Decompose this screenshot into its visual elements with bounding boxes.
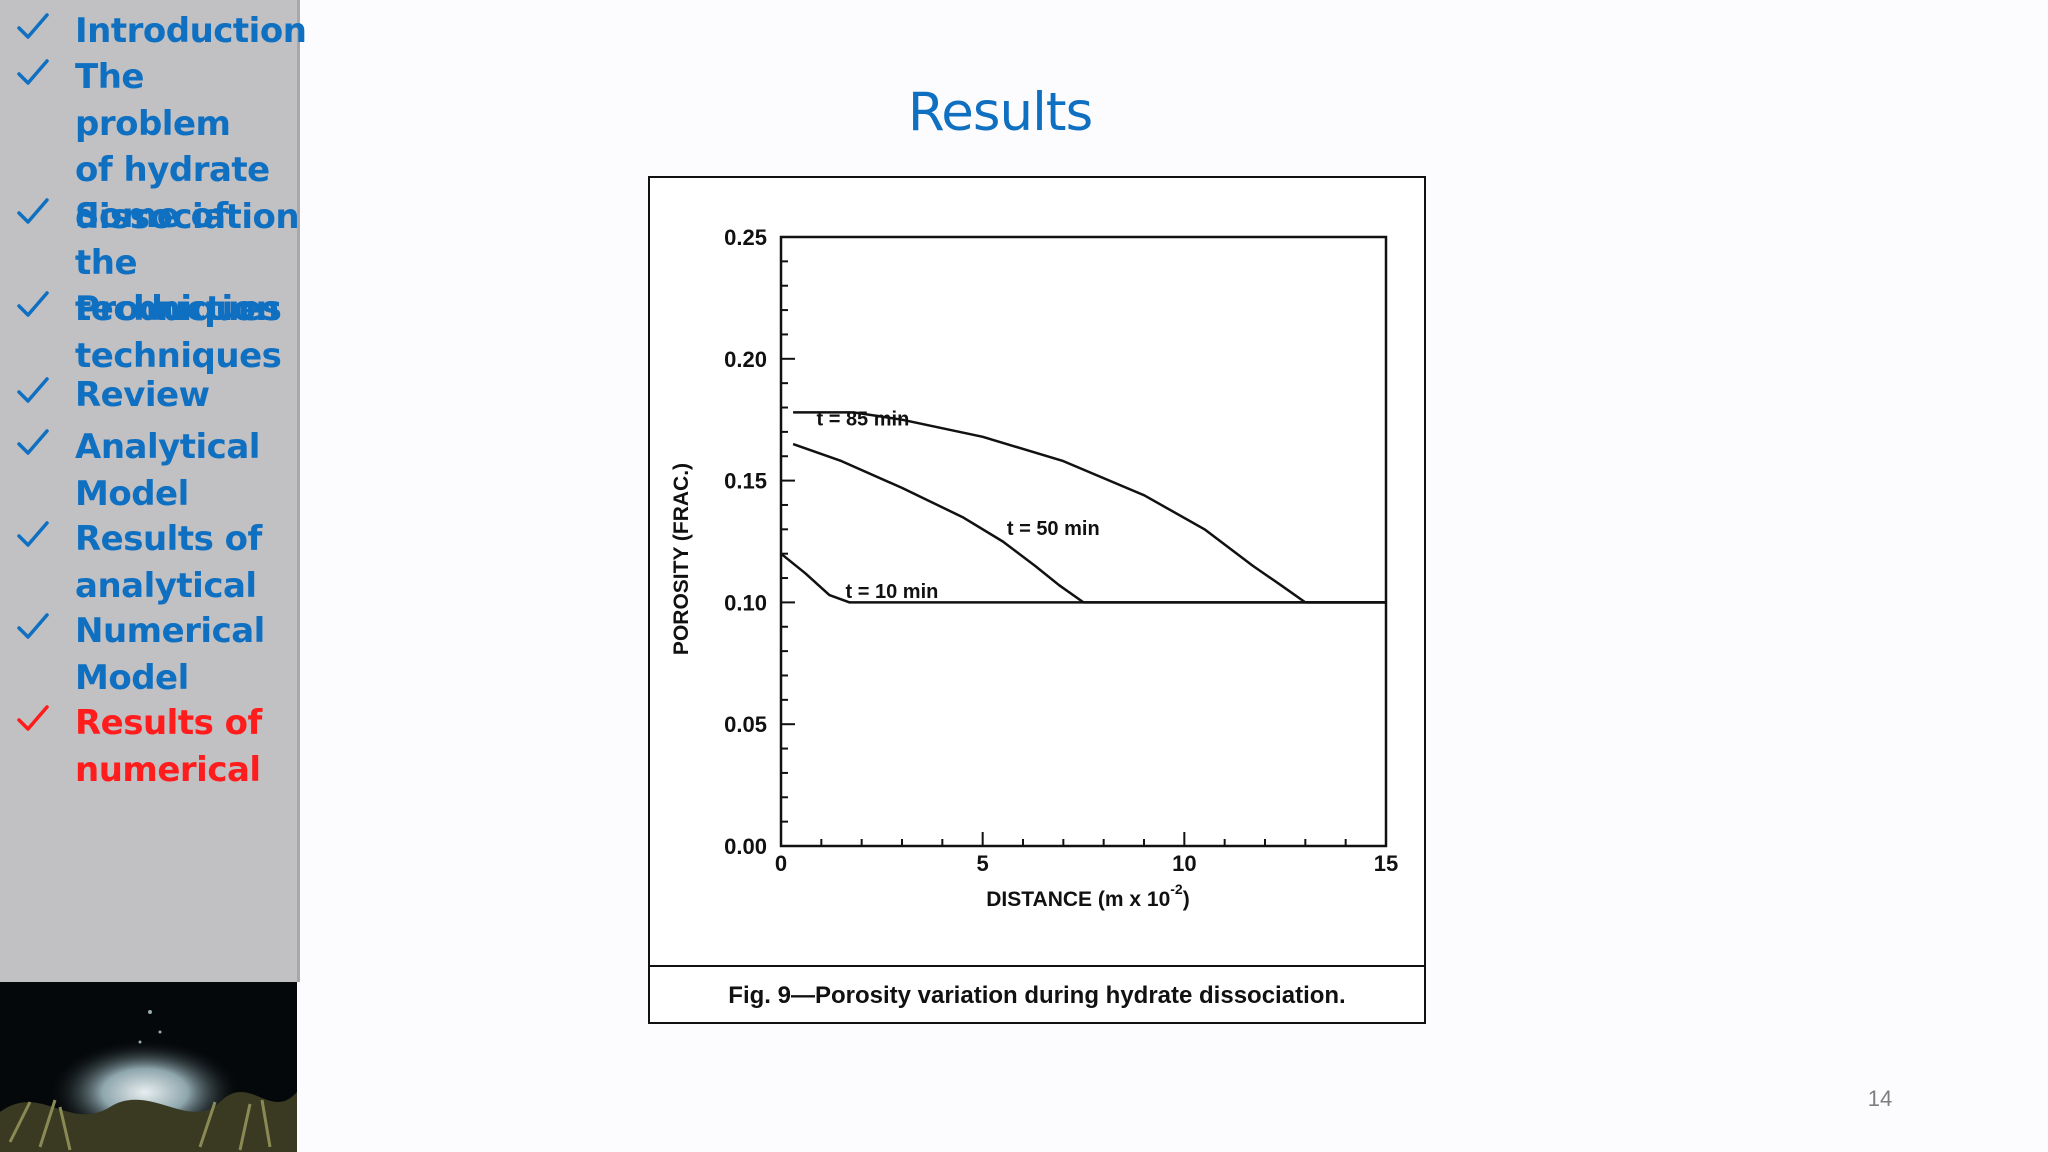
- series-lines: [780, 411, 1386, 604]
- y-tick-label: 0.20: [724, 347, 767, 372]
- series-label-3: t = 10 min: [846, 581, 939, 603]
- x-tick-label: 15: [1374, 851, 1398, 876]
- x-minor-ticks: [780, 832, 1387, 846]
- checkmark-icon: [17, 429, 49, 455]
- sidebar-item-label: Introduction: [75, 11, 307, 51]
- checkmark-icon: [17, 198, 49, 224]
- slide-title: Results: [907, 82, 1093, 143]
- page-number: 14: [1867, 1086, 1893, 1111]
- checkmark-icon: [17, 13, 49, 39]
- checkmark-icon: [17, 59, 49, 85]
- series-label-2: t = 50 min: [1007, 518, 1100, 540]
- y-tick-label: 0.00: [724, 834, 767, 859]
- x-axis-title: DISTANCE (m x 10-2): [986, 881, 1189, 911]
- sidebar-item-label: Some of the techniques: [75, 196, 282, 329]
- porosity-chart: Fig. 9—Porosity variation during hydrate…: [648, 176, 1426, 1024]
- y-axis-title: POROSITY (FRAC.): [670, 463, 693, 655]
- series-labels: t = 85 min t = 50 min t = 10 min: [816, 408, 1099, 603]
- x-tick-labels: 0 5 10 15: [775, 851, 1398, 876]
- figure-frame: [648, 176, 1426, 1024]
- sidebar-item-label: Production techniques: [75, 289, 282, 376]
- checkmark-icon: [17, 291, 49, 317]
- sidebar-item-label: Analytical Model: [75, 427, 260, 514]
- x-tick-label: 5: [977, 851, 989, 876]
- plot-area: [779, 235, 1388, 848]
- sidebar-item-label: Results of numerical: [75, 703, 262, 790]
- x-tick-label: 10: [1172, 851, 1196, 876]
- y-tick-label: 0.10: [724, 590, 767, 615]
- checkmark-icon: [17, 705, 49, 731]
- y-tick-label: 0.15: [724, 469, 767, 494]
- series-line-1: [793, 411, 1386, 604]
- checkmark-icon: [17, 377, 49, 403]
- figure-caption: Fig. 9—Porosity variation during hydrate…: [728, 982, 1345, 1009]
- y-minor-ticks: [781, 236, 795, 847]
- hydrate-thumbnail-image: [0, 982, 297, 1152]
- series-line-3: [780, 552, 1386, 604]
- y-tick-label: 0.05: [724, 712, 767, 737]
- y-tick-label: 0.25: [724, 225, 767, 250]
- x-tick-label: 0: [775, 851, 787, 876]
- y-tick-labels: 0.00 0.05 0.10 0.15 0.20 0.25: [724, 225, 767, 859]
- checkmark-icon: [17, 613, 49, 639]
- series-line-2: [792, 442, 1386, 604]
- sidebar-item-label: The problem of hydrate dissociation: [75, 57, 300, 237]
- sidebar-item-label: Results of analytical: [75, 519, 262, 606]
- checkmark-icon: [17, 521, 49, 547]
- sidebar-item-label: Numerical Model: [75, 611, 265, 698]
- sidebar-item-label: Review: [75, 375, 210, 415]
- sidebar: Introduction The problem of hydrate disso…: [0, 0, 307, 982]
- figure: Fig. 9—Porosity variation during hydrate…: [648, 176, 1428, 1031]
- series-label-1: t = 85 min: [816, 408, 909, 430]
